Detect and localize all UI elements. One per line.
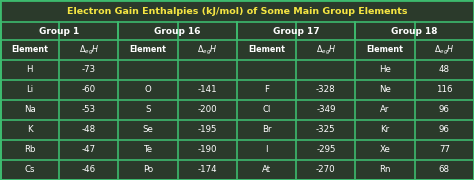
Text: -295: -295: [316, 145, 336, 154]
Text: Element: Element: [130, 46, 166, 55]
Text: -270: -270: [316, 165, 336, 174]
Text: -48: -48: [82, 125, 96, 134]
Text: Element: Element: [11, 46, 48, 55]
Text: $\Delta_{eg}H$: $\Delta_{eg}H$: [197, 43, 218, 57]
Text: -60: -60: [82, 86, 96, 94]
Text: Element: Element: [367, 46, 403, 55]
Text: K: K: [27, 125, 32, 134]
Text: At: At: [262, 165, 271, 174]
Text: He: He: [379, 66, 391, 75]
Text: -47: -47: [82, 145, 96, 154]
Text: Cl: Cl: [263, 105, 271, 114]
Text: 68: 68: [439, 165, 450, 174]
Text: -73: -73: [82, 66, 96, 75]
Text: Kr: Kr: [381, 125, 390, 134]
Text: $\Delta_{eg}H$: $\Delta_{eg}H$: [316, 43, 336, 57]
Text: Rb: Rb: [24, 145, 36, 154]
Bar: [0, 0, 474, 22]
Text: $\Delta_{eg}H$: $\Delta_{eg}H$: [79, 43, 99, 57]
Text: S: S: [146, 105, 151, 114]
Text: Br: Br: [262, 125, 272, 134]
Text: Xe: Xe: [380, 145, 391, 154]
Text: Na: Na: [24, 105, 36, 114]
Text: Rn: Rn: [379, 165, 391, 174]
Text: 48: 48: [439, 66, 450, 75]
Text: Group 16: Group 16: [155, 26, 201, 35]
Text: Ar: Ar: [381, 105, 390, 114]
Text: 96: 96: [439, 105, 450, 114]
Text: Se: Se: [143, 125, 154, 134]
Text: Cs: Cs: [24, 165, 35, 174]
Text: -325: -325: [316, 125, 336, 134]
Text: -190: -190: [198, 145, 217, 154]
Text: I: I: [265, 145, 268, 154]
Text: Electron Gain Enthalpies (kJ/mol) of Some Main Group Elements: Electron Gain Enthalpies (kJ/mol) of Som…: [67, 6, 407, 15]
Text: O: O: [145, 86, 152, 94]
Text: -200: -200: [198, 105, 217, 114]
Text: -141: -141: [198, 86, 217, 94]
Text: Group 18: Group 18: [392, 26, 438, 35]
Text: -349: -349: [316, 105, 336, 114]
Text: H: H: [27, 66, 33, 75]
Text: Group 17: Group 17: [273, 26, 319, 35]
Text: Element: Element: [248, 46, 285, 55]
Text: -53: -53: [82, 105, 96, 114]
Text: Ne: Ne: [379, 86, 391, 94]
Text: Po: Po: [143, 165, 153, 174]
Text: Group 1: Group 1: [39, 26, 79, 35]
Text: F: F: [264, 86, 269, 94]
Text: Li: Li: [26, 86, 33, 94]
Text: -195: -195: [198, 125, 217, 134]
Text: -328: -328: [316, 86, 336, 94]
Text: -174: -174: [198, 165, 217, 174]
Text: $\Delta_{eg}H$: $\Delta_{eg}H$: [434, 43, 455, 57]
Text: -46: -46: [82, 165, 96, 174]
Text: Te: Te: [144, 145, 153, 154]
Text: 96: 96: [439, 125, 450, 134]
Text: 116: 116: [436, 86, 453, 94]
Text: 77: 77: [439, 145, 450, 154]
